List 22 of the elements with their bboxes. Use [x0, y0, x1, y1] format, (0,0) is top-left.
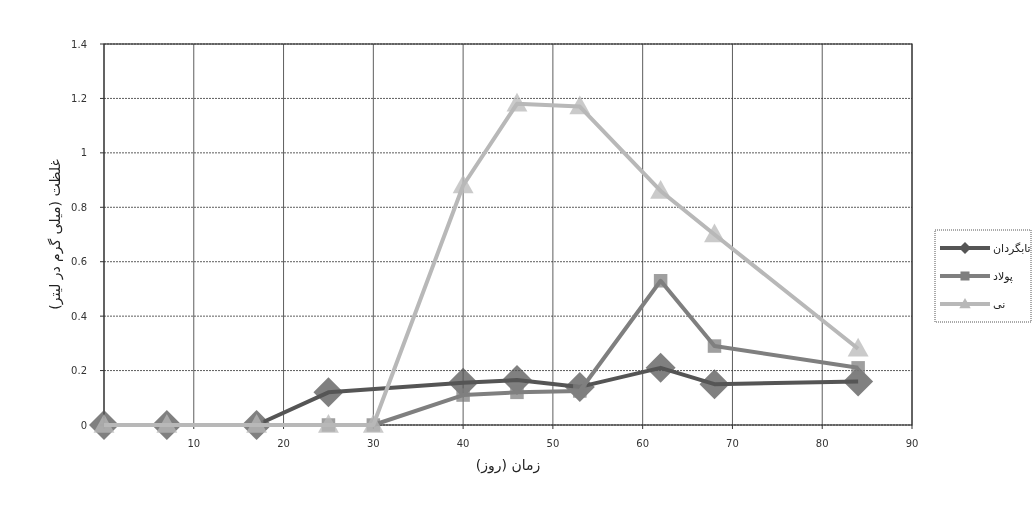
y-tick-label: 0.4 [71, 310, 87, 322]
y-tick-label: 0 [80, 419, 87, 431]
y-tick-label: 0.8 [71, 201, 87, 213]
x-tick-label: 20 [277, 438, 290, 449]
y-tick-label: 0.6 [71, 256, 87, 268]
x-tick-label: 90 [905, 438, 919, 449]
x-tick-label: 80 [815, 438, 829, 449]
legend-label: تابگردان [993, 242, 1031, 255]
y-axis-title: غلظت (میلی گرم در لیتر) [47, 159, 64, 310]
x-axis-title: زمان (روز) [475, 457, 541, 474]
x-tick-label: 70 [726, 438, 739, 449]
y-tick-label: 0.2 [71, 365, 87, 377]
x-tick-label: 60 [636, 438, 650, 449]
legend-label: پولاد [993, 270, 1013, 283]
legend-label: نی [993, 298, 1006, 311]
y-tick-label: 1.4 [71, 38, 87, 50]
x-tick-label: 30 [366, 438, 380, 449]
x-tick-label: 40 [456, 438, 470, 449]
x-tick-label: 10 [187, 438, 201, 449]
x-tick-label: 50 [546, 438, 560, 449]
y-tick-label: 1 [80, 147, 87, 159]
y-tick-label: 1.2 [71, 92, 87, 104]
